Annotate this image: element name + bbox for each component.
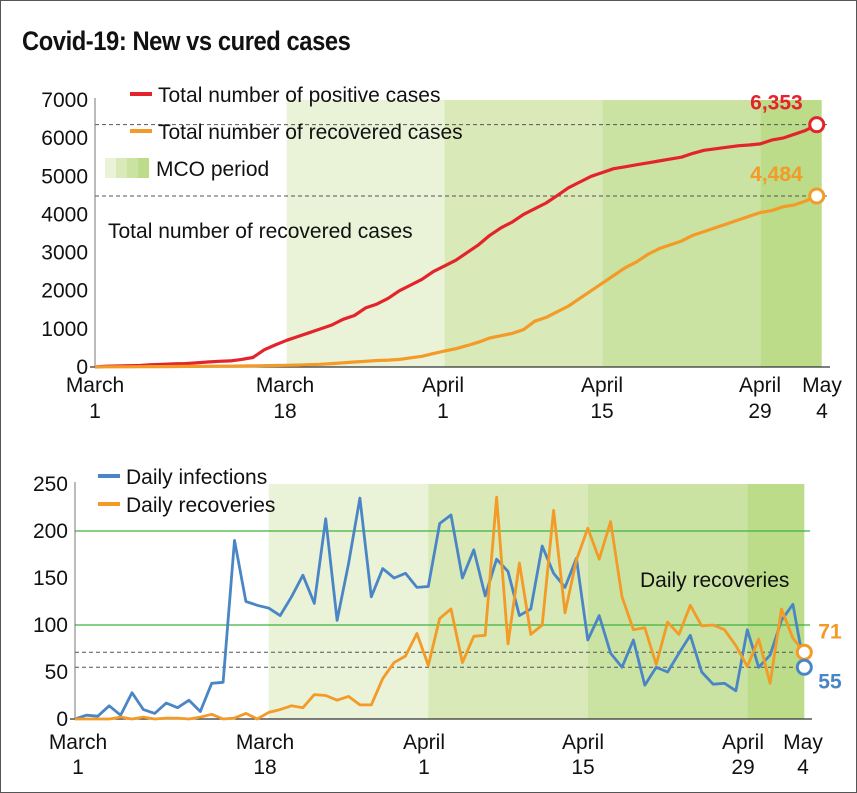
p2-x-tick-label: 4: [797, 756, 809, 779]
chart-title: Covid-19: New vs cured cases: [22, 26, 351, 56]
p1-y-tick-label: 6000: [41, 127, 88, 150]
p1-x-tick-label: 1: [437, 400, 449, 423]
p1-x-tick-label: March: [256, 374, 314, 397]
p1-series-line-total-number-of-positive-cases: [94, 123, 818, 369]
p1-legend-swatch-mco: [138, 158, 149, 178]
p1-y-tick-label: 4000: [41, 203, 88, 226]
p1-legend-label: Total number of recovered cases: [158, 121, 463, 144]
p2-x-tick-label: April: [562, 731, 604, 754]
p1-mco-band-4: [760, 100, 822, 367]
p1-series-line-total-number-of-recovered-cases: [94, 194, 818, 369]
p1-mco-band-2: [444, 100, 603, 367]
p2-legend-label: Daily recoveries: [126, 494, 275, 517]
p1-legend-swatch-mco: [105, 158, 116, 178]
p2-y-tick-label: 50: [45, 661, 68, 684]
p1-x-tick-label: 1: [89, 400, 101, 423]
p2-mco-band-3: [587, 484, 748, 719]
p1-mco-band-1: [286, 100, 445, 367]
p2-x-tick-label: 18: [253, 756, 276, 779]
p1-y-tick-label: 2000: [41, 280, 88, 303]
p1-x-tick-label: 15: [590, 400, 613, 423]
p2-y-tick-label: 200: [33, 520, 68, 543]
p1-y-tick-label: 3000: [41, 242, 88, 265]
p2-y-tick-label: 0: [56, 708, 68, 731]
p2-mco-band-2: [428, 484, 588, 719]
p1-y-tick-label: 7000: [41, 89, 88, 112]
p1-legend-swatch-mco: [116, 158, 127, 178]
p2-end-marker-1: [795, 643, 813, 661]
p2-x-tick-label: 1: [418, 756, 430, 779]
p1-mco-band-3: [602, 100, 761, 367]
p1-x-tick-label: April: [581, 374, 623, 397]
p2-legend-label: Daily infections: [126, 466, 267, 489]
p2-y-tick-label: 150: [33, 567, 68, 590]
p2-x-tick-label: May: [783, 731, 823, 754]
p2-x-tick-label: March: [236, 731, 294, 754]
p1-legend-label: MCO period: [156, 158, 269, 181]
p2-end-label-1: 71: [818, 620, 842, 643]
p1-x-tick-label: 29: [748, 400, 771, 423]
p2-mco-band-4: [747, 484, 805, 719]
p2-end-label-2: 55: [818, 670, 842, 693]
p1-end-label-2: 4,484: [750, 163, 803, 186]
p2-x-tick-label: 29: [731, 756, 754, 779]
p1-x-tick-label: April: [422, 374, 464, 397]
p2-x-tick-label: March: [49, 731, 107, 754]
p1-end-marker-1: [808, 116, 826, 134]
p2-end-marker-2: [795, 658, 813, 676]
p1-x-tick-label: 4: [816, 400, 828, 423]
p2-x-tick-label: April: [403, 731, 445, 754]
p1-legend-swatch-mco: [127, 158, 138, 178]
p2-mco-band-1: [268, 484, 429, 719]
p1-y-tick-label: 5000: [41, 165, 88, 188]
p1-x-tick-label: May: [802, 374, 842, 397]
p1-x-tick-label: March: [66, 374, 124, 397]
p1-y-tick-label: 0: [76, 356, 88, 379]
p2-x-tick-label: April: [722, 731, 764, 754]
p1-legend-label: Total number of positive cases: [158, 84, 440, 107]
p1-annotation: Total number of recovered cases: [108, 220, 413, 243]
p1-x-tick-label: 18: [273, 400, 296, 423]
p2-series-line-daily-infections: [74, 496, 806, 721]
p1-end-marker-2: [808, 187, 826, 205]
p2-series-line-daily-recoveries: [75, 495, 806, 721]
p1-x-tick-label: April: [739, 374, 781, 397]
p1-end-label-1: 6,353: [750, 92, 803, 115]
p2-y-tick-label: 250: [33, 473, 68, 496]
p2-annotation: Daily recoveries: [640, 569, 789, 592]
p2-y-tick-label: 100: [33, 614, 68, 637]
p2-x-tick-label: 15: [571, 756, 594, 779]
p1-y-tick-label: 1000: [41, 318, 88, 341]
p2-x-tick-label: 1: [72, 756, 84, 779]
